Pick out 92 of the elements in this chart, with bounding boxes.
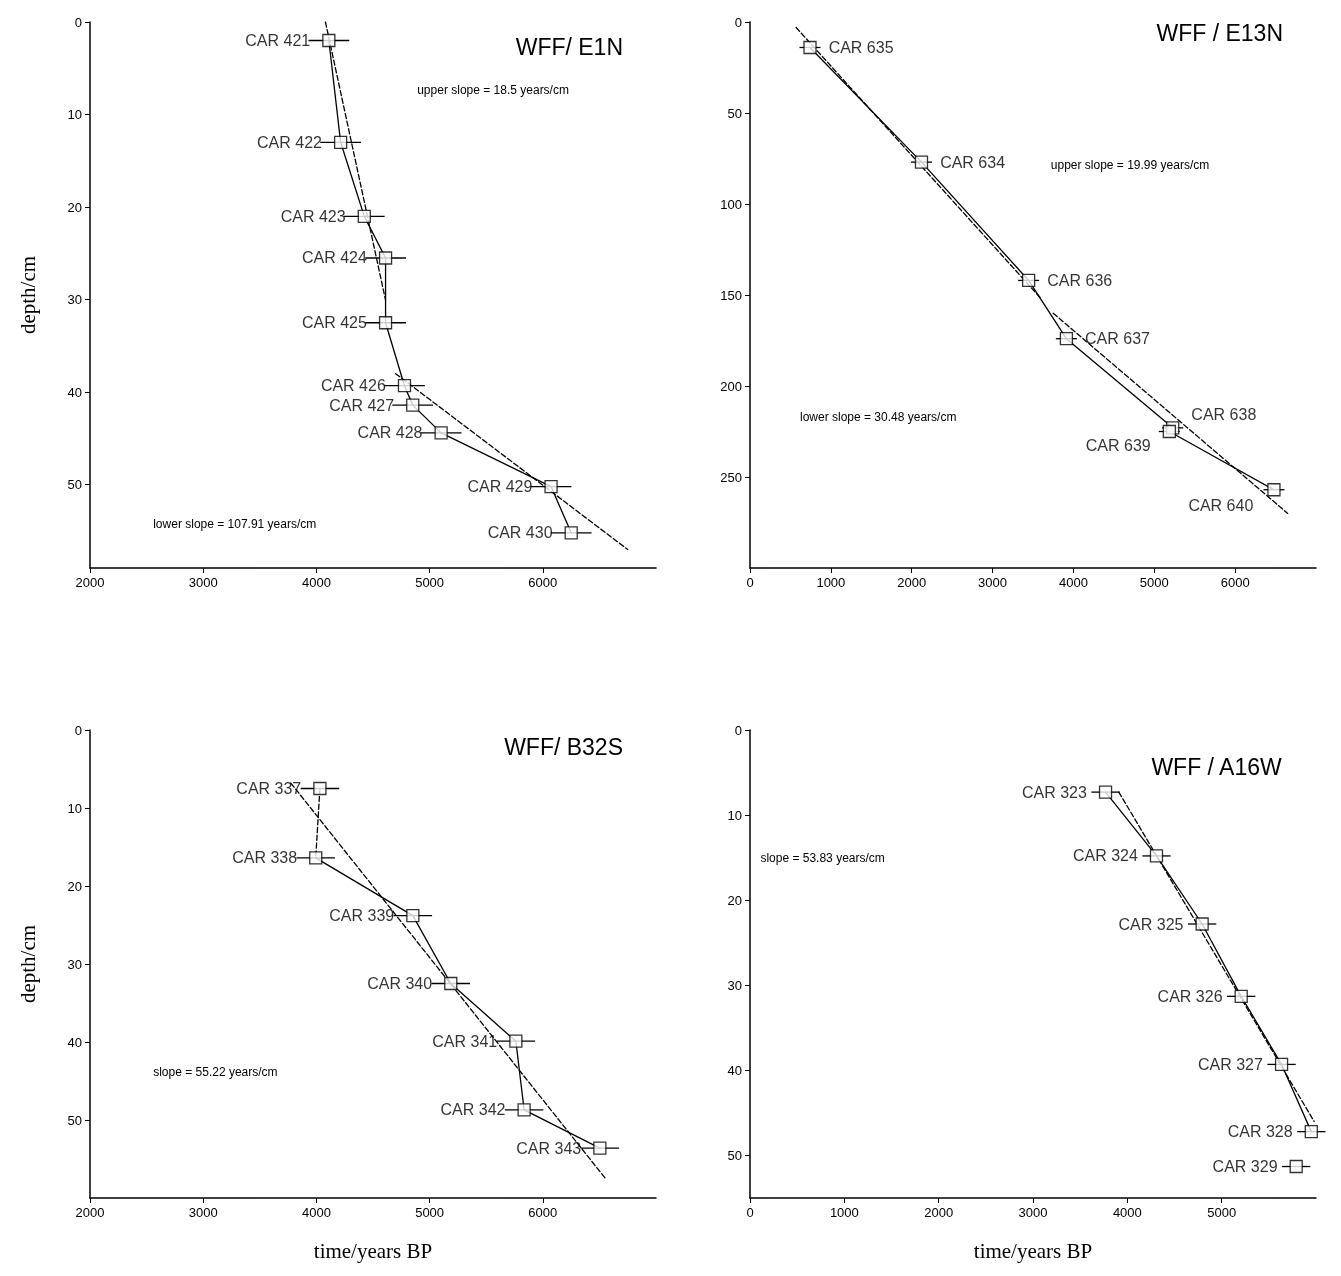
data-label: CAR 421 (245, 32, 311, 50)
y-tick-label: 0 (734, 722, 742, 738)
data-label: CAR 338 (232, 849, 298, 867)
data-label: CAR 326 (1157, 987, 1223, 1005)
x-tick-label: 4000 (1112, 1205, 1142, 1220)
x-tick-label: 2000 (924, 1205, 954, 1220)
x-tick-label: 2000 (897, 575, 927, 590)
y-tick-label: 30 (67, 292, 82, 308)
data-label: CAR 634 (940, 153, 1006, 171)
x-tick-label: 2000 (75, 1205, 105, 1220)
data-label: CAR 423 (280, 207, 346, 225)
annotation: lower slope = 107.91 years/cm (153, 517, 317, 532)
y-tick-label: 0 (74, 722, 82, 738)
data-label: CAR 429 (467, 478, 533, 496)
data-label: CAR 639 (1085, 437, 1151, 454)
y-tick-label: 50 (67, 477, 82, 493)
y-tick-label: 0 (74, 14, 82, 30)
data-label: CAR 427 (329, 396, 395, 414)
x-axis-title: time/years BP (313, 1238, 433, 1263)
x-tick-label: 3000 (188, 1205, 218, 1220)
x-tick-label: 5000 (415, 1205, 445, 1220)
data-label: CAR 329 (1212, 1158, 1278, 1176)
x-tick-label: 1000 (816, 575, 846, 590)
y-tick-label: 30 (67, 956, 82, 972)
y-tick-label: 30 (727, 977, 742, 993)
data-label: CAR 343 (516, 1139, 582, 1157)
data-label: CAR 340 (367, 975, 433, 992)
data-label: CAR 635 (828, 38, 894, 56)
x-tick-label: 4000 (301, 575, 331, 590)
data-label: CAR 425 (301, 314, 368, 332)
data-label: CAR 342 (440, 1101, 506, 1119)
y-tick-label: 10 (67, 107, 82, 123)
data-label: CAR 327 (1198, 1055, 1264, 1073)
data-label: CAR 424 (301, 249, 368, 267)
data-label: CAR 636 (1047, 271, 1113, 289)
y-tick-label: 150 (720, 287, 742, 303)
x-axis-title: time/years BP (973, 1238, 1093, 1263)
x-tick-label: 3000 (188, 575, 218, 590)
y-tick-label: 40 (727, 1062, 742, 1078)
text: WFF/ E1N (515, 33, 624, 60)
y-tick-label: 20 (727, 892, 742, 908)
chart-title: WFF / E13N (1156, 19, 1283, 46)
x-tick-label: 4000 (301, 1205, 331, 1220)
y-tick-label: 200 (720, 378, 742, 394)
annotation: lower slope = 30.48 years/cm (800, 410, 957, 425)
data-label: CAR 341 (432, 1032, 498, 1050)
x-tick-label: 5000 (1139, 575, 1169, 590)
x-tick-label: 6000 (1220, 575, 1250, 590)
y-tick-label: 20 (67, 199, 82, 215)
x-tick-label: 0 (746, 575, 754, 590)
text: WFF / A16W (1151, 753, 1283, 780)
x-tick-label: 6000 (528, 575, 558, 590)
x-tick-label: 3000 (978, 575, 1008, 590)
y-tick-label: 50 (67, 1112, 82, 1128)
y-tick-label: 10 (727, 807, 742, 823)
data-label: CAR 640 (1188, 497, 1254, 515)
annotation: upper slope = 19.99 years/cm (1050, 158, 1210, 173)
y-tick-label: 50 (727, 105, 742, 121)
data-label: CAR 323 (1021, 783, 1087, 801)
annotation: slope = 55.22 years/cm (153, 1065, 278, 1080)
data-label: CAR 422 (257, 133, 323, 151)
y-tick-label: 10 (67, 800, 82, 816)
data-label: CAR 328 (1227, 1123, 1293, 1141)
x-tick-label: 5000 (1207, 1205, 1237, 1220)
x-tick-label: 0 (746, 1205, 754, 1220)
data-label: CAR 426 (320, 377, 386, 395)
x-tick-label: 4000 (1058, 575, 1088, 590)
y-axis-title: depth/cm (15, 255, 40, 335)
y-tick-label: 40 (67, 1034, 82, 1050)
y-tick-label: 250 (720, 469, 742, 485)
y-tick-label: 100 (720, 196, 742, 212)
data-label: CAR 637 (1085, 330, 1151, 348)
x-tick-label: 6000 (528, 1205, 558, 1220)
data-label: CAR 325 (1118, 915, 1184, 933)
x-tick-label: 5000 (415, 575, 445, 590)
x-tick-label: 3000 (1018, 1205, 1048, 1220)
y-tick-label: 20 (67, 878, 82, 894)
chart-title: WFF/ B32S (504, 733, 624, 760)
annotation: upper slope = 18.5 years/cm (417, 82, 569, 97)
x-tick-label: 2000 (75, 575, 105, 590)
y-tick-label: 40 (67, 384, 82, 400)
y-tick-label: 50 (727, 1147, 742, 1163)
y-axis-title: depth/cm (15, 924, 40, 1004)
y-tick-label: 0 (734, 14, 742, 30)
data-label: CAR 339 (329, 907, 395, 925)
x-tick-label: 1000 (829, 1205, 859, 1220)
data-label: CAR 430 (487, 524, 553, 542)
data-label: CAR 638 (1191, 406, 1257, 424)
data-label: CAR 324 (1072, 847, 1138, 865)
annotation: slope = 53.83 years/cm (760, 851, 885, 866)
data-label: CAR 337 (236, 780, 302, 797)
data-label: CAR 428 (357, 424, 423, 442)
